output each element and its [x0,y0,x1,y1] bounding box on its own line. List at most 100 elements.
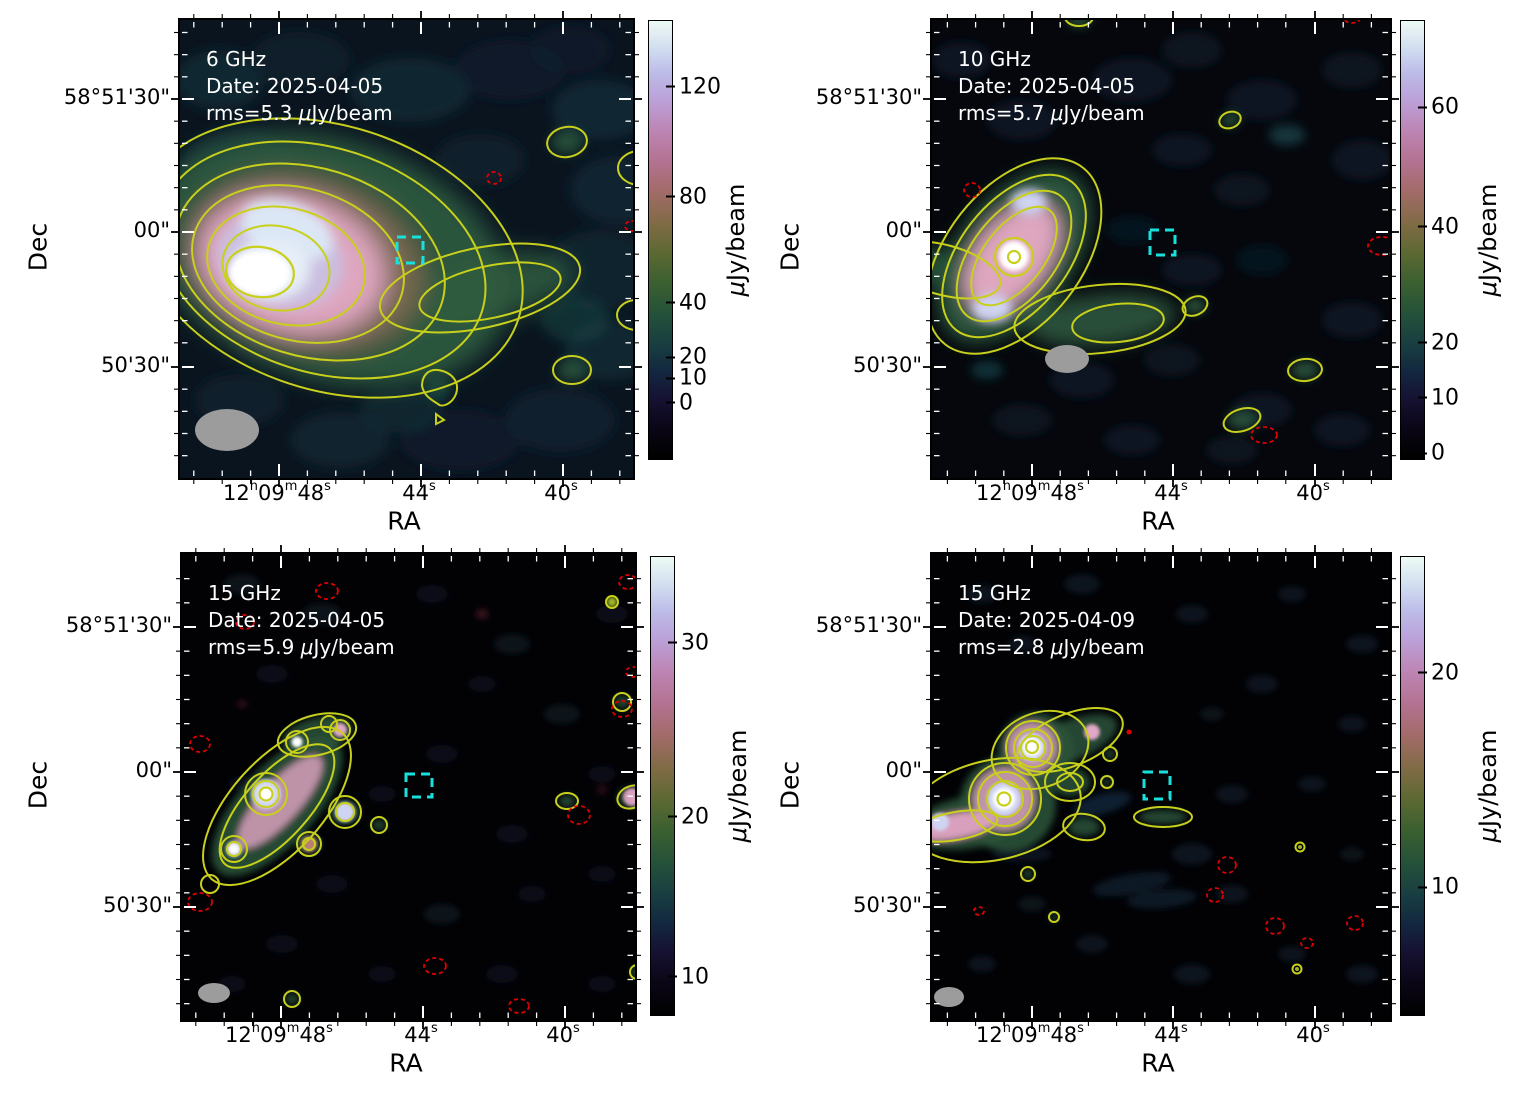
negative-contours [973,729,1364,949]
positive-contours [180,117,633,426]
freq-label: 10 GHz [958,47,1031,71]
colorbar-gradient [1400,556,1425,1016]
tick-dash [1418,341,1427,344]
xtick-label: 44s [404,1021,438,1047]
colorbar-tick: 10 [666,366,707,391]
axis-ticks-inner [934,22,1388,476]
ytick-label: 50'30" [853,893,922,917]
map-panel-6ghz: 6 GHz Date: 2025-04-05 rms=5.3 μJy/beam [171,11,642,487]
source-marker-box [395,235,425,265]
tick-dash [666,195,675,198]
tick-dash [666,401,675,404]
colorbar-tick: 40 [1418,214,1459,239]
colorbar-gradient [650,556,675,1016]
ra-axis-label: RA [1141,1048,1175,1078]
ytick-label: 50'30" [101,353,170,377]
ytick-label: 50'30" [853,353,922,377]
tick-dash [666,377,675,380]
freq-label: 15 GHz [958,581,1031,605]
date-label: Date: 2025-04-05 [208,608,386,632]
colorbar-tick: 20 [1418,330,1459,355]
colorbar-tick: 10 [1418,875,1459,900]
colorbar-gradient [648,20,673,460]
ytick-label: 58°51'30" [65,613,172,637]
tick-dash [1418,886,1427,889]
tick-dash [666,85,675,88]
ytick-label: 00" [135,758,172,782]
colorbar-tick: 60 [1418,95,1459,120]
tick-dash [1418,452,1427,455]
date-label: Date: 2025-04-09 [958,608,1136,632]
rms-label: rms=5.7 μJy/beam [958,101,1145,125]
tick-dash [666,356,675,359]
negative-contours [486,171,633,232]
negative-contours [963,20,1390,444]
xtick-label: 40s [546,1021,580,1047]
xtick-label: 40s [1296,479,1330,505]
colorbar-15ghz-apr09: 20 10 [1400,556,1459,1016]
colorbar-tick: 10 [668,964,709,989]
map-panel-15ghz-apr05: 15 GHz Date: 2025-04-05 rms=5.9 μJy/beam [173,545,644,1029]
freq-label: 15 GHz [208,581,281,605]
rms-label: rms=5.3 μJy/beam [206,101,393,125]
colorbar-unit-label: μJy/beam [722,183,750,297]
xtick-label: 40s [544,479,578,505]
ytick-label: 00" [133,218,170,242]
colorbar-tick: 20 [666,345,707,370]
colorbar-tick: 20 [1418,660,1459,685]
ytick-label: 58°51'30" [63,85,170,109]
xtick-label: 44s [1154,479,1188,505]
ra-axis-label: RA [389,1048,423,1078]
ytick-label: 50'30" [103,893,172,917]
tick-dash [668,975,677,978]
xtick-label: 40s [1296,1021,1330,1047]
tick-dash [1418,396,1427,399]
colorbar-tick: 0 [1418,441,1445,466]
colorbar-6ghz: 120 80 40 20 10 0 [648,20,721,460]
tick-dash [668,641,677,644]
tick-dash [668,815,677,818]
tick-dash [666,301,675,304]
positive-contours [932,707,1306,975]
date-label: Date: 2025-04-05 [958,74,1136,98]
colorbar-unit-label: μJy/beam [1474,183,1502,297]
colorbar-unit-label: μJy/beam [724,729,752,843]
panel-annotation: 6 GHz Date: 2025-04-05 rms=5.3 μJy/beam [206,46,393,127]
negative-contours [187,574,635,1014]
xtick-label: 44s [402,479,436,505]
xtick-label: 12h09m48s [223,479,331,505]
tick-dash [1418,671,1427,674]
radio-source-6ghz [180,132,574,388]
rms-label: rms=5.9 μJy/beam [208,635,395,659]
date-label: Date: 2025-04-05 [206,74,384,98]
axis-ticks-inner [184,556,633,1018]
ytick-label: 00" [885,758,922,782]
axis-ticks-inner [934,556,1388,1018]
radio-map-6ghz [180,20,633,478]
colorbar-tick: 30 [668,630,709,655]
freq-label: 6 GHz [206,47,267,71]
radio-map-10ghz [932,20,1390,478]
beam-ellipse [934,987,964,1007]
source-marker-box [1148,228,1177,257]
colorbar-tick: 0 [666,390,693,415]
xtick-label: 12h09m48s [976,479,1084,505]
panel-annotation: 15 GHz Date: 2025-04-05 rms=5.9 μJy/beam [208,580,395,661]
map-panel-10ghz: 10 GHz Date: 2025-04-05 rms=5.7 μJy/beam [923,11,1399,487]
tick-dash [1418,106,1427,109]
colorbar-tick: 10 [1418,385,1459,410]
ra-axis-label: RA [387,506,421,536]
colorbar-tick: 20 [668,804,709,829]
colorbar-tick: 40 [666,290,707,315]
ra-axis-label: RA [1141,506,1175,536]
rms-label: rms=2.8 μJy/beam [958,635,1145,659]
colorbar-10ghz: 60 40 20 10 0 [1400,20,1459,466]
xtick-label: 12h09m48s [976,1021,1084,1047]
map-panel-15ghz-apr09: 15 GHz Date: 2025-04-09 rms=2.8 μJy/beam [923,545,1399,1029]
beam-ellipse [198,983,230,1003]
radio-map-15ghz-apr05 [182,554,635,1020]
xtick-label: 44s [1154,1021,1188,1047]
colorbar-unit-label: μJy/beam [1474,729,1502,843]
colorbar-tick: 80 [666,184,707,209]
